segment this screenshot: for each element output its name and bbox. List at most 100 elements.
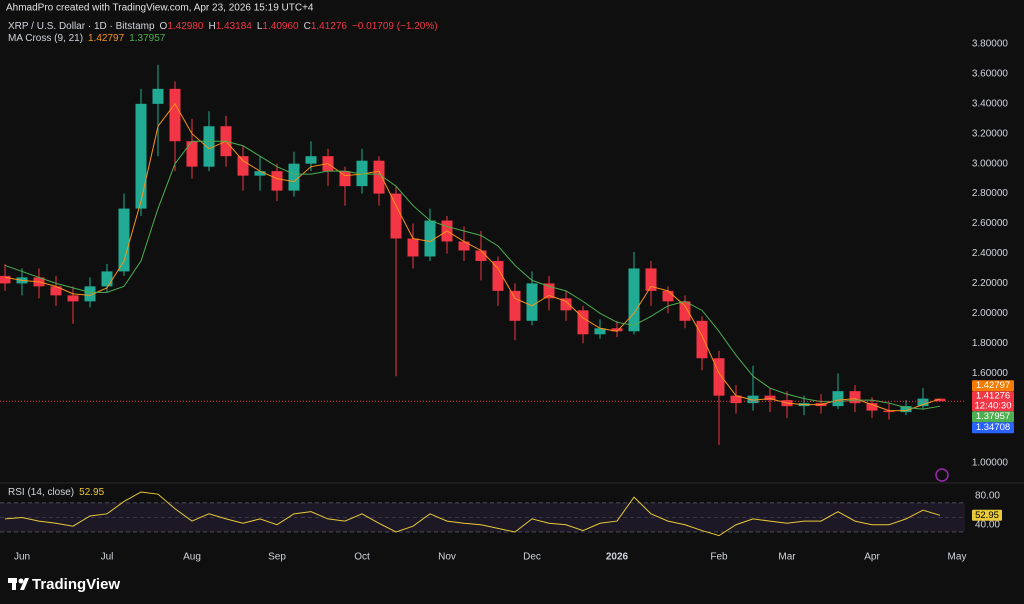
- candle-body: [424, 220, 436, 257]
- ma-line: [4, 140, 941, 410]
- x-tick-label: Apr: [864, 552, 880, 563]
- rsi-band: [0, 502, 965, 532]
- candle-body: [373, 160, 385, 194]
- indicator-value: 1.42797: [88, 33, 125, 44]
- candle-body: [84, 286, 96, 302]
- indicator-icon: [935, 468, 949, 482]
- x-tick-label: Nov: [438, 552, 456, 563]
- candle-body: [254, 171, 266, 176]
- candle-body: [407, 238, 419, 257]
- candle-body: [288, 163, 300, 191]
- y-tick-label: 2.20000: [972, 278, 1009, 289]
- candle-body: [577, 310, 589, 335]
- credit: AhmadPro created with TradingView.com, A…: [6, 3, 314, 14]
- candle-body: [696, 320, 708, 359]
- legend-key: O: [160, 21, 168, 32]
- candle-body: [849, 391, 861, 404]
- candle-body: [883, 410, 895, 413]
- candle-body: [560, 298, 572, 311]
- y-tick-label: 2.80000: [972, 188, 1009, 199]
- x-tick-label: Aug: [183, 552, 201, 563]
- legend-value: 1.40960: [262, 21, 299, 32]
- candle-body: [135, 103, 147, 209]
- rsi-tick-label: 40.00: [975, 519, 1000, 530]
- candle-body: [271, 171, 283, 191]
- rsi-legend: RSI (14, close) 52.95: [8, 487, 105, 498]
- candle-body: [356, 160, 368, 187]
- x-tick-label: Jun: [14, 552, 30, 563]
- legend: MA Cross (9, 21) 1.42797 1.37957: [8, 33, 166, 44]
- candle-body: [645, 268, 657, 291]
- candle-body: [832, 391, 844, 407]
- y-tick-label: 3.80000: [972, 39, 1009, 50]
- legend: XRP / U.S. Dollar · 1D · Bitstamp O1.4298…: [8, 21, 438, 32]
- legend-key: L: [257, 21, 263, 32]
- price-tag: [972, 391, 1014, 412]
- x-tick-label: Dec: [523, 552, 541, 563]
- candle-body: [934, 398, 946, 402]
- x-tick-label: Oct: [354, 552, 370, 563]
- candle-body: [543, 283, 555, 299]
- y-tick-label: 2.40000: [972, 248, 1009, 259]
- candle-body: [0, 275, 11, 284]
- y-tick-label: 3.20000: [972, 128, 1009, 139]
- indicator-value: 1.37957: [129, 33, 166, 44]
- candle-body: [611, 328, 623, 332]
- rsi-tick-label: 80.00: [975, 490, 1000, 501]
- y-tick-label: 3.00000: [972, 158, 1009, 169]
- y-tick-label: 1.80000: [972, 338, 1009, 349]
- legend-value: 1.41276: [311, 21, 348, 32]
- candle-body: [900, 406, 912, 413]
- brand: TradingView: [32, 576, 120, 593]
- legend-value: 1.43184: [216, 21, 253, 32]
- candle-body: [237, 156, 249, 176]
- candle-body: [628, 268, 640, 332]
- price-tag: [972, 411, 1014, 423]
- candle-body: [475, 250, 487, 261]
- candle-body: [764, 395, 776, 401]
- candle-body: [186, 141, 198, 167]
- candle-body: [50, 286, 62, 296]
- rsi-name: RSI (14, close): [8, 487, 74, 498]
- y-tick-label: 2.00000: [972, 308, 1009, 319]
- candle-body: [662, 290, 674, 302]
- y-tick-label: 2.60000: [972, 218, 1009, 229]
- x-tick-label: Jul: [101, 552, 114, 563]
- x-tick-label: Sep: [268, 552, 286, 563]
- price-tag-label: 1.42797: [976, 380, 1010, 391]
- indicator-name: MA Cross (9, 21): [8, 33, 83, 44]
- legend-title: XRP / U.S. Dollar · 1D · Bitstamp: [8, 21, 155, 32]
- candle-body: [101, 271, 113, 287]
- price-tag-sublabel: 12:40:30: [975, 401, 1012, 412]
- x-tick-label: Feb: [710, 552, 728, 563]
- legend-change: −0.01709 (−1.20%): [352, 21, 438, 32]
- candle-body: [169, 88, 181, 142]
- ma-line: [4, 102, 941, 412]
- x-tick-label: May: [948, 552, 967, 563]
- candle-body: [305, 156, 317, 164]
- y-tick-label: 1.60000: [972, 368, 1009, 379]
- candle-body: [679, 301, 691, 321]
- candle-body: [203, 126, 215, 167]
- rsi-tag-label: 52.95: [975, 510, 999, 521]
- candle-body: [152, 88, 164, 104]
- candle-body: [866, 403, 878, 411]
- price-tag: [972, 380, 1014, 392]
- candle-body: [458, 241, 470, 251]
- price-tag-label: 1.34708: [976, 422, 1010, 433]
- rsi-line: [4, 491, 941, 537]
- rsi-tag: [972, 509, 1002, 521]
- y-tick-label: 3.60000: [972, 69, 1009, 80]
- price-tag-label: 1.41276: [976, 391, 1010, 402]
- price-tag-label: 1.37957: [976, 411, 1010, 422]
- candle-body: [917, 398, 929, 407]
- x-tick-label: 2026: [606, 552, 629, 563]
- legend-value: 1.42980: [167, 21, 204, 32]
- legend-key: C: [304, 21, 311, 32]
- candle-body: [339, 171, 351, 187]
- candle-body: [492, 260, 504, 291]
- y-tick-label: 1.00000: [972, 458, 1009, 469]
- y-tick-label: 3.40000: [972, 98, 1009, 109]
